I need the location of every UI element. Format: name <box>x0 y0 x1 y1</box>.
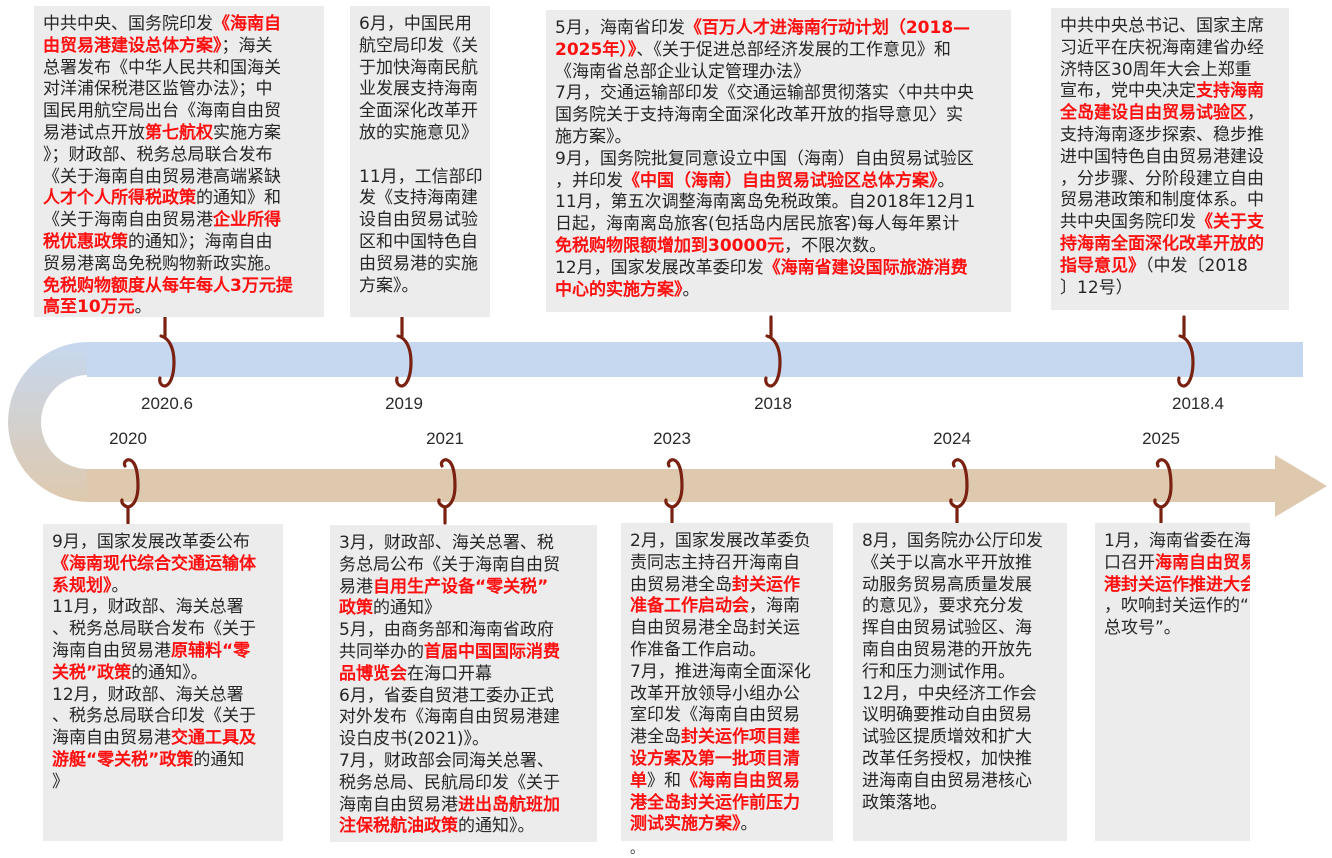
event-text: 5月，海南省印发 <box>555 18 685 38</box>
stray-mark: 。 <box>630 841 644 857</box>
highlighted-policy-text: 交通工具及 游艇“零关税”政策 <box>52 728 256 770</box>
event-box-top-3: 5月，海南省印发《百万人才进海南行动计划（2018— 2025年）》、《关于促进… <box>546 10 1011 312</box>
event-text: 。 <box>740 814 758 835</box>
highlighted-policy-text: 《海南省建设国际旅游消费 中心的实施方案》 <box>555 257 968 300</box>
event-text: ，不限次数。 12月，国家发展改革委印发 <box>555 235 887 278</box>
event-text: 的通知》；海南自由 贸易港离岛免税购物新政实施。 <box>43 231 281 274</box>
highlighted-policy-text: 《海南自由贸易 港全岛封关运作前压力 测试实施方案》 <box>630 770 800 835</box>
event-text: 。 11月，第五次调整海南离岛免税政策。自2018年12月1 日起，海南离岛旅客… <box>555 170 976 235</box>
year-label: 2025 <box>1142 429 1180 448</box>
year-label: 2020 <box>109 429 147 448</box>
event-text: 的通知》 5月，由商务部和海南省政府 共同举办的 <box>339 598 554 662</box>
highlighted-policy-text: 人才个人所得税政策 <box>43 188 196 209</box>
event-text: 。 <box>682 279 700 300</box>
year-label: 2021 <box>426 429 464 448</box>
highlighted-policy-text: 《中国（海南）自由贸易试验区总体方案》 <box>623 170 938 191</box>
highlighted-policy-text: 免税购物额度从每年每人3万元提 高至10万元 <box>43 275 293 317</box>
highlighted-policy-text: 自用生产设备“零关税” 政策 <box>339 576 549 619</box>
highlighted-policy-text: 进出岛航班加 注保税航油政策 <box>339 794 560 837</box>
timeline-hook-icon <box>664 458 684 525</box>
year-label: 2018 <box>754 394 792 413</box>
event-text: 1月，海南省委在海 口召开 <box>1104 531 1250 573</box>
highlighted-policy-text: 原辅料“零 关税”政策 <box>52 640 251 683</box>
event-box-bottom-2: 3月，财政部、海关总署、税 务总局公布《关于海南自由贸 易港自用生产设备“零关税… <box>330 525 597 842</box>
timeline-curve <box>8 342 88 502</box>
highlighted-policy-text: 《海南自 由贸易港建设总体方案》 <box>43 14 281 56</box>
event-text: 。 11月，财政部、海关总署 、税务总局联合发布《关于 海南自由贸易港 <box>52 575 256 661</box>
event-text: 8月，国务院办公厅印发 《关于以高水平开放推 动服务贸易高质量发展 的意见》，要… <box>862 531 1043 813</box>
highlighted-policy-text: 封关运作项目建 设方案及第一批项目清 单 <box>630 727 800 791</box>
event-box-bottom-4: 8月，国务院办公厅印发 《关于以高水平开放推 动服务贸易高质量发展 的意见》，要… <box>853 523 1067 841</box>
event-text: 在海口开幕 6月，省委自贸港工委办正式 对外发布《海南自由贸易港建 设白皮书(2… <box>339 663 560 815</box>
event-text: 的通知》。 12月，财政部、海关总署 、税务总局联合印发《关于 海南自由贸易港 <box>52 662 256 749</box>
year-label: 2023 <box>653 429 691 448</box>
highlighted-policy-text: 支持海南 全岛建设自由贸易试验区 <box>1060 81 1264 124</box>
event-text: 中共中央总书记、国家主席 习近平在庆祝海南建省办经 济特区30周年大会上郑重 宣… <box>1060 16 1264 102</box>
highlighted-policy-text: 《百万人才进海南行动计划（2018— 2025年）》 <box>555 18 971 60</box>
highlighted-policy-text: 海南自由贸易 港封关运作推进大会 <box>1104 552 1250 595</box>
year-label: 2019 <box>385 394 423 413</box>
top-timeline-band <box>87 342 1303 377</box>
event-box-top-4: 中共中央总书记、国家主席 习近平在庆祝海南建省办经 济特区30周年大会上郑重 宣… <box>1051 8 1289 310</box>
event-text: 的通知 》 <box>52 749 245 792</box>
event-box-bottom-3: 2月，国家发展改革委负 责同志主持召开海南自 由贸易港全岛封关运作 准备工作启动… <box>621 523 833 841</box>
highlighted-policy-text: 免税购物限额增加到30000元 <box>555 235 785 256</box>
timeline-hook-icon <box>764 315 782 388</box>
event-text: 2月，国家发展改革委负 责同志主持召开海南自 由贸易港全岛 <box>630 531 811 595</box>
event-text: 。 <box>134 297 152 317</box>
highlighted-policy-text: 首届中国国际消费 品博览会 <box>339 641 560 684</box>
event-text: 的通知》和 《关于海南自由贸易港 <box>43 188 281 231</box>
event-text: 的通知》。 <box>458 816 535 837</box>
event-text: 9月，国家发展改革委公布 <box>52 532 250 552</box>
event-text: （中发〔2018 〕12号） <box>1060 255 1248 298</box>
event-text: 6月，中国民用 航空局印发《关 于加快海南民航 业发展支持海南 全面深化改革开 … <box>359 14 483 296</box>
event-box-bottom-1: 9月，国家发展改革委公布 《海南现代综合交通运输体 系规划》。 11月，财政部、… <box>43 524 283 841</box>
event-text: ；海关 总署发布《中华人民共和国海关 对洋浦保税港区监管办法》；中 国民用航空局… <box>43 35 281 143</box>
event-box-top-2: 6月，中国民用 航空局印发《关 于加快海南民航 业发展支持海南 全面深化改革开 … <box>350 6 490 317</box>
timeline-hook-icon <box>158 315 176 388</box>
highlighted-policy-text: 《关于支 持海南全面深化改革开放的 指导意见》 <box>1060 212 1264 276</box>
event-text: ， 支持海南逐步探索、稳步推 进中国特色自由贸易港建设 ，分步骤、分阶段建立自由… <box>1060 103 1264 233</box>
event-text: ，海南 自由贸易港全岛封关运 作准备工作启动。 7月，推进海南全面深化 改革开放… <box>630 596 811 748</box>
timeline-arrowhead <box>1275 455 1327 517</box>
timeline-hook-icon <box>949 458 969 525</box>
event-text: ，吹响封关运作的“ 总攻号”。 <box>1104 596 1249 639</box>
year-label: 2020.6 <box>141 394 193 413</box>
event-text: 》和 <box>647 770 681 791</box>
timeline-hook-icon <box>1153 458 1173 525</box>
timeline-hook-icon <box>437 458 457 525</box>
timeline-hook-icon <box>1177 315 1195 388</box>
year-label: 2018.4 <box>1172 394 1224 413</box>
highlighted-policy-text: 企业所得 税优惠政策 <box>43 210 281 252</box>
event-box-bottom-5: 1月，海南省委在海 口召开海南自由贸易 港封关运作推进大会 ，吹响封关运作的“ … <box>1095 523 1250 841</box>
timeline-hook-icon <box>395 315 413 388</box>
highlighted-policy-text: 《海南现代综合交通运输体 系规划》 <box>52 553 256 596</box>
year-label: 2024 <box>933 429 971 448</box>
event-text: 实施方案 》；财政部、税务总局联合发布 《关于海南自由贸易港高端紧缺 <box>43 122 281 187</box>
event-text: 中共中央、国务院印发 <box>43 14 213 34</box>
event-text: 3月，财政部、海关总署、税 务总局公布《关于海南自由贸 易港 <box>339 533 560 597</box>
event-text: 、《关于促进总部经济发展的工作意见》和 《海南省总部企业认定管理办法》 7月，交… <box>555 39 974 191</box>
highlighted-policy-text: 第七航权 <box>145 122 213 143</box>
event-box-top-1: 中共中央、国务院印发《海南自 由贸易港建设总体方案》；海关 总署发布《中华人民共… <box>34 6 324 317</box>
highlighted-policy-text: 封关运作 准备工作启动会 <box>630 574 800 617</box>
timeline-hook-icon <box>120 458 140 525</box>
